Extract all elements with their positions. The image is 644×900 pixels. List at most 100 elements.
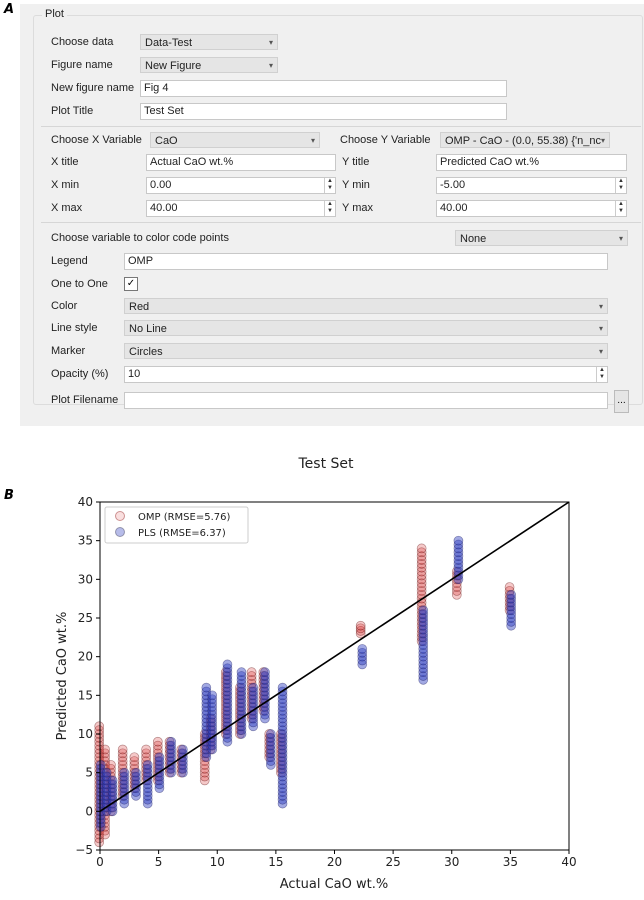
data-point (199, 763, 210, 774)
spin-arrows-icon[interactable]: ▲ ▼ (596, 367, 607, 382)
data-point (100, 779, 110, 790)
data-point (199, 756, 210, 766)
one-to-one-checkbox[interactable]: ✓ (124, 277, 138, 291)
data-point (451, 578, 462, 589)
data-point (142, 798, 153, 809)
data-point (107, 787, 118, 797)
data-point (222, 705, 233, 716)
data-point (164, 736, 175, 747)
y-max-spinbox[interactable]: 40.00 ▲ ▼ (436, 200, 627, 217)
data-point (129, 756, 140, 766)
data-point (277, 725, 288, 735)
data-point (277, 733, 288, 743)
data-point (117, 752, 128, 763)
color-select[interactable]: Red (124, 298, 608, 314)
data-point (205, 713, 216, 724)
data-point (222, 713, 233, 724)
data-point (416, 543, 427, 554)
data-point (260, 686, 270, 697)
x-tick-label: 5 (155, 855, 163, 869)
data-point (166, 744, 176, 755)
y-tick-label: 25 (78, 611, 93, 625)
y-min-label: Y min (342, 179, 370, 191)
opacity-label: Opacity (%) (51, 368, 109, 380)
x-title-input[interactable]: Actual CaO wt.% (146, 154, 336, 171)
data-point (276, 729, 286, 739)
choose-data-select[interactable]: Data-Test (140, 34, 278, 50)
data-point (451, 586, 462, 596)
data-point (220, 690, 231, 701)
data-point (416, 586, 427, 596)
data-point (222, 709, 233, 720)
line-style-select[interactable]: No Line (124, 320, 608, 336)
data-point (100, 775, 110, 786)
data-point (106, 760, 116, 770)
data-point (453, 551, 464, 561)
spin-arrows-icon[interactable]: ▲ ▼ (615, 178, 626, 193)
data-point (357, 659, 368, 670)
opacity-spinbox[interactable]: 10 ▲ ▼ (124, 366, 608, 383)
data-point (264, 744, 275, 755)
data-point (154, 775, 165, 786)
color-code-select[interactable]: None (455, 230, 628, 246)
data-point (277, 752, 288, 763)
data-point (258, 678, 269, 689)
figure-name-select[interactable]: New Figure (140, 57, 278, 73)
data-point (236, 721, 247, 732)
spin-arrows-icon[interactable]: ▲ ▼ (324, 178, 335, 193)
data-point (101, 775, 112, 786)
data-point (246, 675, 257, 685)
data-point (164, 748, 175, 759)
data-point (131, 791, 141, 801)
data-point (264, 729, 275, 739)
x-min-spinbox[interactable]: 0.00 ▲ ▼ (146, 177, 336, 194)
data-point (141, 767, 151, 778)
data-point (506, 601, 517, 612)
plot-title-input[interactable]: Test Set (140, 103, 507, 120)
spin-arrows-icon[interactable]: ▲ ▼ (615, 201, 626, 216)
data-point (95, 814, 106, 824)
legend-input[interactable]: OMP (124, 253, 608, 270)
data-point (265, 740, 276, 751)
data-point (453, 547, 464, 558)
data-point (504, 589, 515, 600)
data-point (201, 682, 212, 693)
data-point (141, 756, 151, 766)
y-min-spinbox[interactable]: -5.00 ▲ ▼ (436, 177, 627, 194)
data-point (355, 628, 366, 639)
plot-filename-input[interactable] (124, 392, 608, 409)
y-title-input[interactable]: Predicted CaO wt.% (436, 154, 627, 171)
y-tick-label: 15 (78, 688, 93, 702)
marker-select[interactable]: Circles (124, 343, 608, 359)
data-point (222, 702, 233, 712)
x-min-value: 0.00 (150, 179, 172, 191)
data-point (207, 694, 218, 705)
y-variable-select[interactable]: OMP - CaO - (0.0, 55.38) {'n_nc (440, 132, 610, 148)
data-point (506, 605, 517, 616)
data-point (416, 547, 427, 558)
new-figure-name-input[interactable]: Fig 4 (140, 80, 507, 97)
group-title: Plot (42, 8, 67, 20)
data-point (506, 617, 517, 627)
data-point (277, 779, 288, 790)
browse-button[interactable]: ... (614, 390, 629, 413)
data-point (277, 791, 288, 801)
data-point (166, 740, 176, 751)
data-point (506, 593, 517, 604)
data-point (276, 767, 286, 778)
data-point (207, 725, 218, 735)
y-tick-label: −5 (75, 843, 93, 857)
y-tick-label: 35 (78, 534, 93, 548)
x-variable-select[interactable]: CaO (150, 132, 320, 148)
data-point (94, 748, 105, 759)
data-point (207, 721, 218, 732)
spin-arrows-icon[interactable]: ▲ ▼ (324, 201, 335, 216)
data-point (506, 597, 517, 608)
data-point (94, 829, 105, 840)
data-point (222, 733, 233, 743)
y-title-label: Y title (342, 156, 370, 168)
data-point (164, 740, 175, 751)
x-max-spinbox[interactable]: 40.00 ▲ ▼ (146, 200, 336, 217)
plot-filename-label: Plot Filename (51, 394, 119, 406)
data-point (418, 628, 429, 639)
